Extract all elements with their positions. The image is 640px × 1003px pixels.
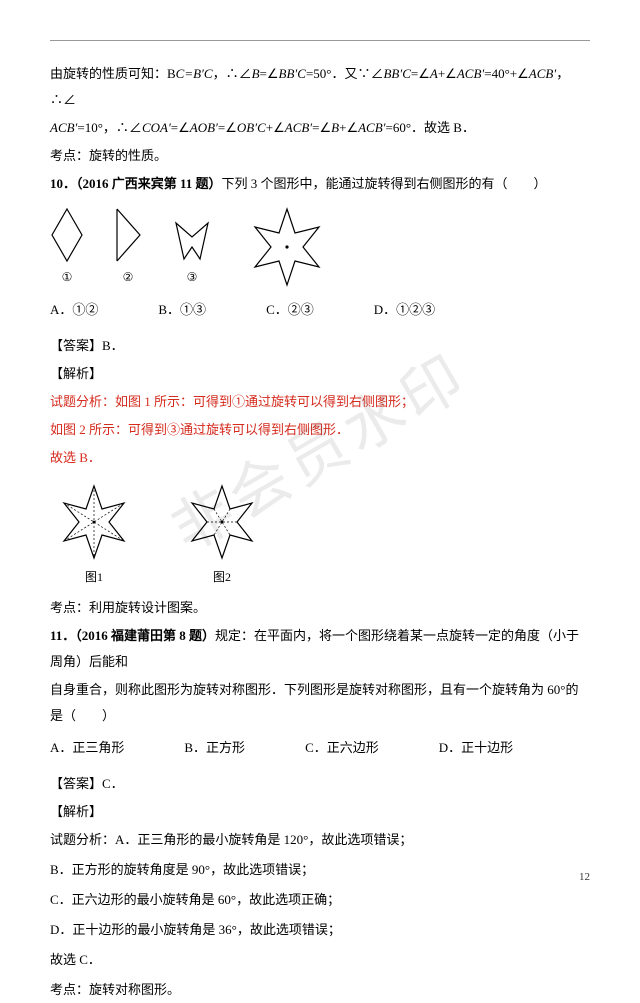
q11-title-1: 11．（2016 福建莆田第 8 题）规定：在平面内，将一个图形绕着某一点旋转一… [50,623,590,675]
half-rhombus-icon [114,207,142,263]
q11-analysis-1: 试题分析：A．正三角形的最小旋转角是 120°，故此选项错误； [50,827,590,853]
q10-figures: ① ② ③ [50,205,590,289]
q10-options: A．①② B．①③ C．②③ D．①②③ [50,297,590,323]
q11-opt-a: A．正三角形 [50,735,124,761]
top-rule [50,40,590,41]
q11-analysis-5: 故选 C． [50,947,590,973]
q11-analysis-4: D．正十边形的最小旋转角是 36°，故此选项错误； [50,917,590,943]
q10-analysis-3: 故选 B． [50,445,590,471]
q10-analysis-1: 试题分析：如图 1 所示：可得到①通过旋转可以得到右侧图形； [50,389,590,415]
q11-opt-c: C．正六边形 [305,735,379,761]
arrow-down-icon [172,219,212,263]
q10-label-1: ① [50,265,84,289]
q11-analysis-2: B．正方形的旋转角度是 90°，故此选项错误； [50,857,590,883]
q11-title-2: 自身重合，则称此图形为旋转对称图形．下列图形是旋转对称图形，且有一个旋转角为 6… [50,677,590,729]
q10-answer: 【答案】B． [50,333,590,359]
q10-title: 10．（2016 广西来宾第 11 题）下列 3 个图形中，能通过旋转得到右侧图… [50,171,590,197]
q10-opt-c: C．②③ [266,297,314,323]
page-number: 12 [579,866,590,888]
q10-kaodian: 考点：利用旋转设计图案。 [50,595,590,621]
q10-solution-figures: 图1 图2 [50,481,590,589]
q11-options: A．正三角形 B．正方形 C．正六边形 D．正十边形 [50,735,590,761]
q10-fig1-caption: 图1 [50,565,138,589]
solution-line-2: ACB′=10°，∴∠COA′=∠AOB′=∠OB′C+∠ACB′=∠B+∠AC… [50,115,590,141]
q10-jiexi: 【解析】 [50,361,590,387]
q10-analysis-2: 如图 2 所示：可得到③通过旋转可以得到右侧图形． [50,417,590,443]
q11-answer: 【答案】C． [50,771,590,797]
q10-opt-b: B．①③ [158,297,206,323]
q11-analysis-3: C．正六边形的最小旋转角是 60°，故此选项正确； [50,887,590,913]
star-dashed-2-icon [178,481,266,563]
q11-jiexi: 【解析】 [50,799,590,825]
q11-kaodian: 考点：旋转对称图形。 [50,977,590,1003]
q10-label-2: ② [114,265,142,289]
kaodian-prev: 考点：旋转的性质。 [50,143,590,169]
rhombus-icon [50,207,84,263]
q10-opt-a: A．①② [50,297,98,323]
q11-opt-b: B．正方形 [184,735,245,761]
solution-line-1: 由旋转的性质可知：BC=B′C，∴∠B=∠BB′C=50°．又∵∠BB′C=∠A… [50,61,590,113]
q10-fig2-caption: 图2 [178,565,266,589]
star-icon [242,205,332,289]
star-dashed-1-icon [50,481,138,563]
q10-label-3: ③ [172,265,212,289]
q10-opt-d: D．①②③ [374,297,435,323]
q11-opt-d: D．正十边形 [439,735,513,761]
